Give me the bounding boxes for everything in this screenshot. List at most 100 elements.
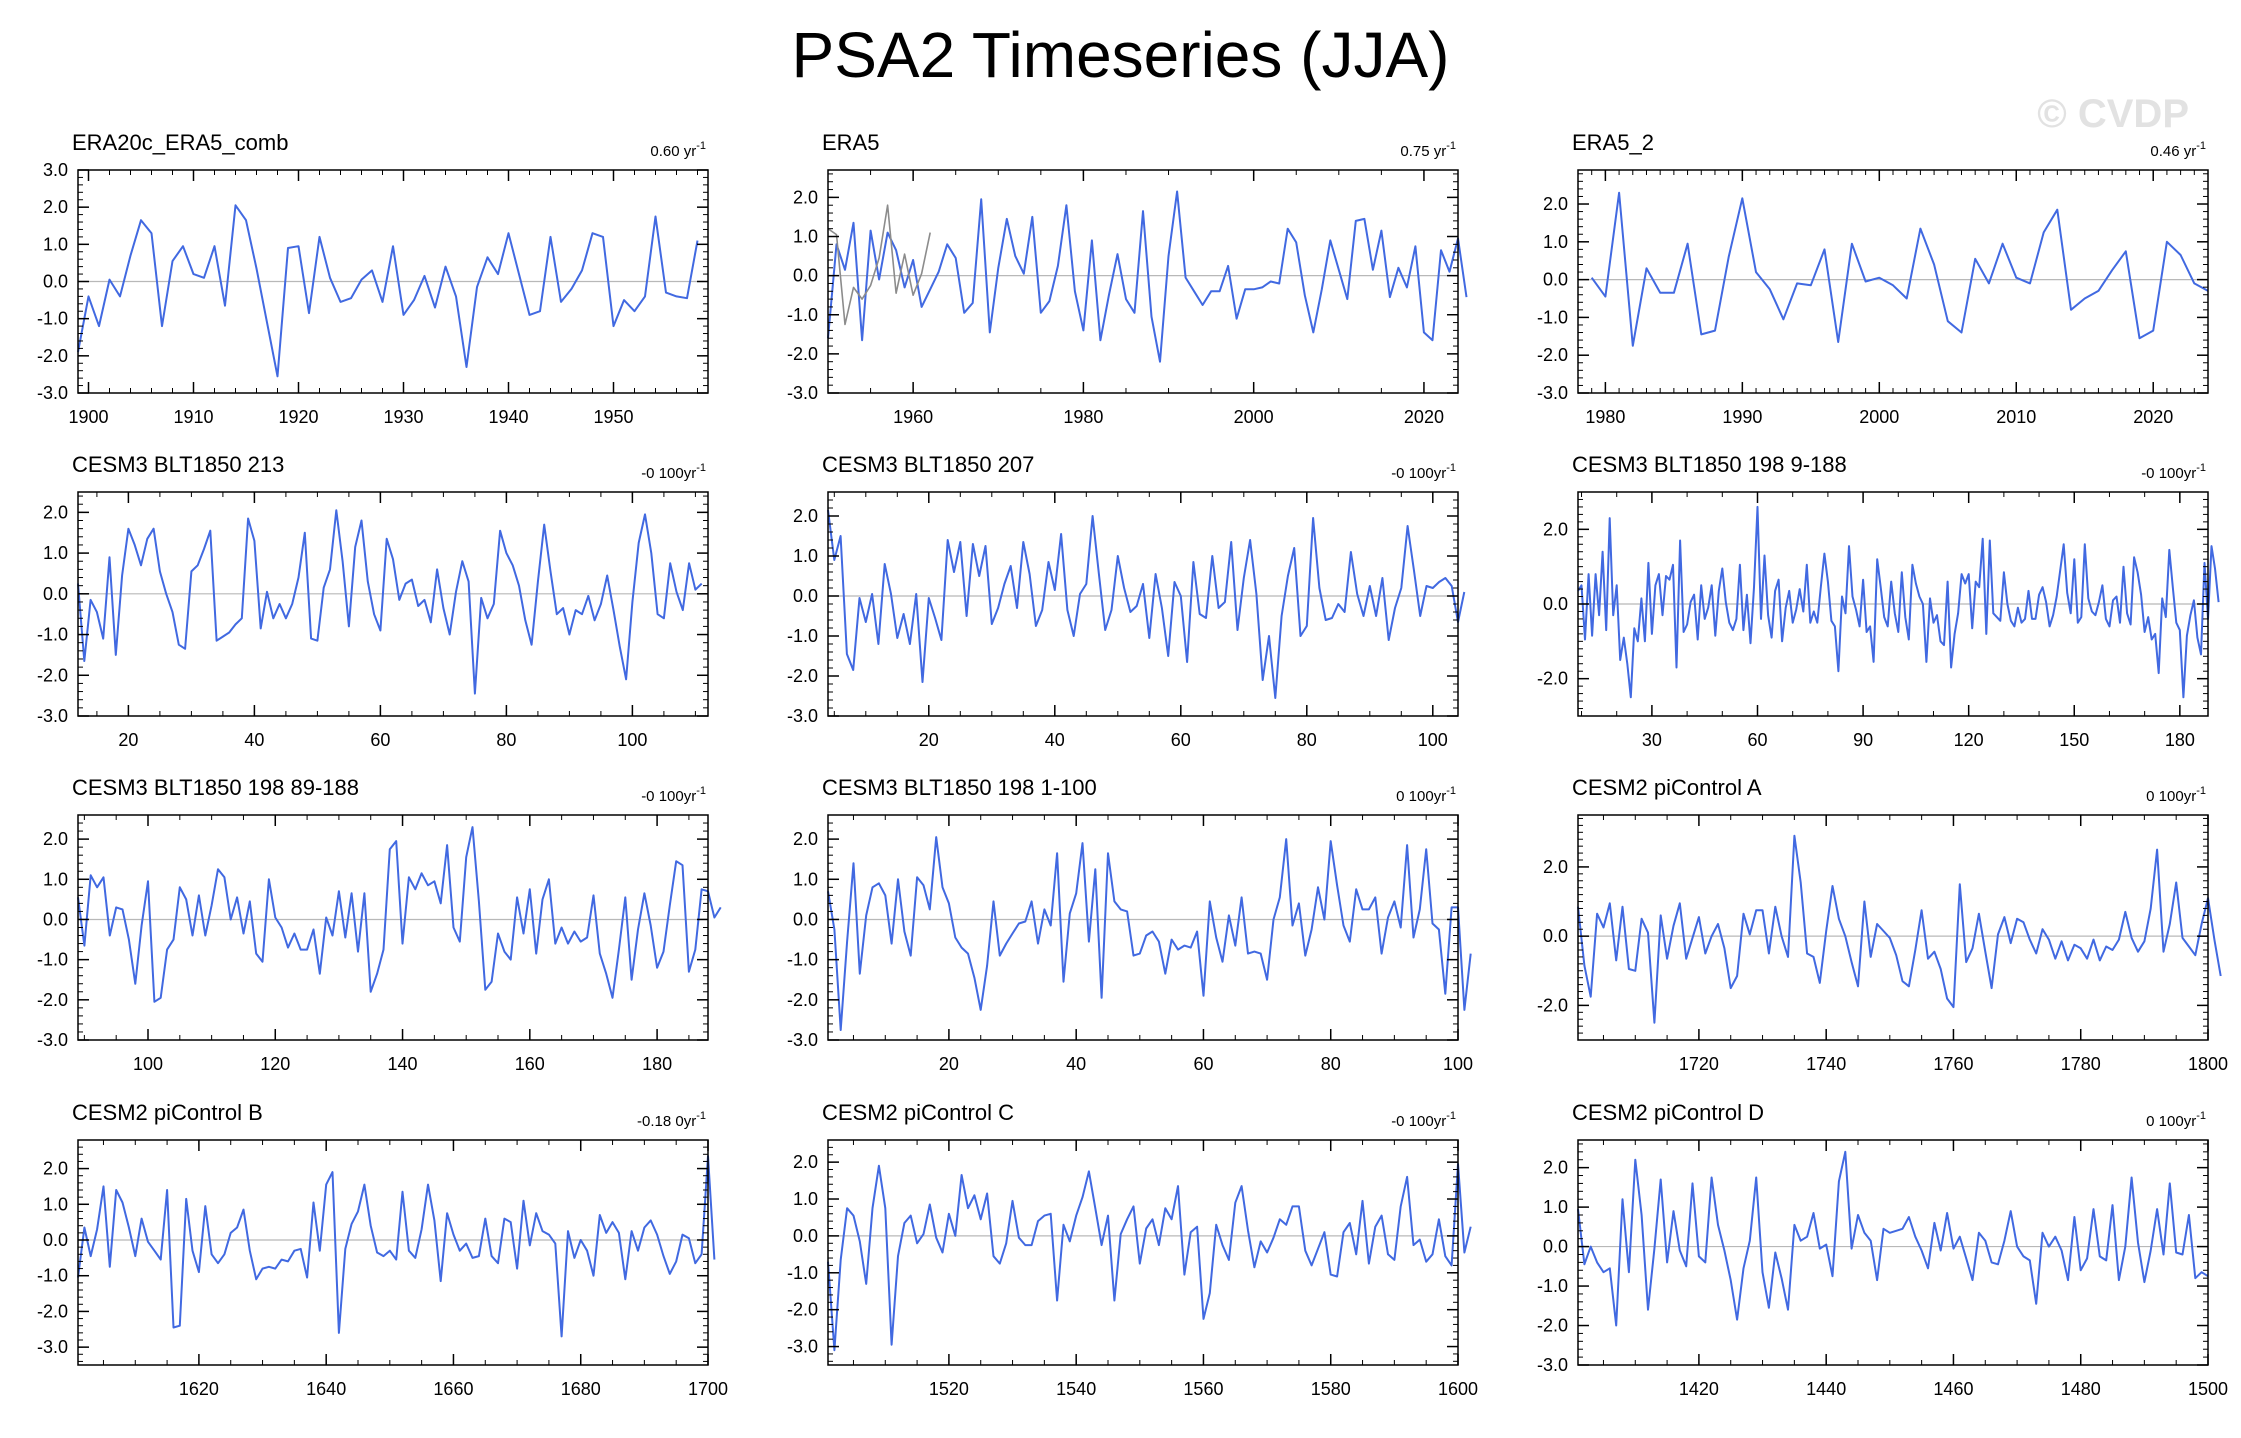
x-tick-label: 2000	[1859, 407, 1899, 427]
series-line	[1577, 1150, 2209, 1327]
x-tick-label: 90	[1853, 730, 1873, 750]
panel-title: CESM2 piControl A	[1572, 775, 1762, 800]
x-tick-label: 40	[244, 730, 264, 750]
x-tick-label: 1620	[179, 1379, 219, 1399]
trend-label: 0 100yr-1	[2146, 1110, 2206, 1130]
panel-6: CESM3 BLT1850 198 9-188 -0 100yr-1 30 60 90 1…	[1537, 452, 2220, 750]
x-tick-label: 1680	[561, 1379, 601, 1399]
panel-3: ERA5_2 0.46 yr-1 1980 1990 2000 2010 2020 -3.0 -…	[1537, 130, 2209, 427]
y-tick-label: -3.0	[37, 383, 68, 403]
plot-frame	[77, 491, 709, 717]
panel-title: CESM3 BLT1850 198 1-100	[822, 775, 1097, 800]
y-tick-label: -3.0	[1537, 1355, 1568, 1375]
x-tick-label: 1700	[688, 1379, 728, 1399]
y-tick-label: 1.0	[43, 869, 68, 889]
series-line	[77, 509, 703, 695]
panel-1: ERA20c_ERA5_comb 0.60 yr-1 1900 1910 1920 193…	[37, 130, 709, 427]
plot-frame	[1577, 169, 2209, 394]
x-tick-label: 1910	[173, 407, 213, 427]
x-tick-label: 20	[939, 1054, 959, 1074]
x-tick-label: 180	[642, 1054, 672, 1074]
plot-frame	[1577, 814, 2209, 1041]
y-tick-label: 2.0	[1543, 1158, 1568, 1178]
y-tick-label: -3.0	[787, 1030, 818, 1050]
series-line	[827, 204, 931, 326]
trend-label: -0 100yr-1	[641, 785, 706, 805]
series-line	[1577, 505, 2220, 699]
panel-title: ERA20c_ERA5_comb	[72, 130, 288, 155]
y-tick-label: 2.0	[1543, 857, 1568, 877]
y-tick-label: 0.0	[793, 586, 818, 606]
x-tick-label: 60	[370, 730, 390, 750]
y-tick-label: -2.0	[1537, 669, 1568, 689]
y-tick-label: -2.0	[1537, 1316, 1568, 1336]
x-tick-label: 120	[260, 1054, 290, 1074]
panel-11: CESM2 piControl C -0 100yr-1 1520 1540 1560 1…	[787, 1100, 1478, 1399]
x-tick-label: 40	[1066, 1054, 1086, 1074]
y-tick-label: -2.0	[37, 1301, 68, 1321]
panel-9: CESM2 piControl A 0 100yr-1 1720 1740 1760 17…	[1537, 775, 2228, 1074]
y-tick-label: 2.0	[43, 1159, 68, 1179]
plot-frame	[77, 1139, 709, 1366]
panel-title: CESM3 BLT1850 198 89-188	[72, 775, 359, 800]
x-tick-label: 20	[118, 730, 138, 750]
y-tick-label: -1.0	[787, 626, 818, 646]
y-tick-label: 2.0	[43, 829, 68, 849]
panel-10: CESM2 piControl B -0.18 0yr-1 1620 1640 1660…	[37, 1100, 728, 1399]
y-tick-label: -2.0	[787, 990, 818, 1010]
panel-title: CESM2 piControl D	[1572, 1100, 1764, 1125]
y-tick-label: 2.0	[793, 506, 818, 526]
x-tick-label: 1460	[1933, 1379, 1973, 1399]
x-tick-label: 1930	[383, 407, 423, 427]
plot-frame	[1577, 1139, 2209, 1366]
y-tick-label: -3.0	[37, 1337, 68, 1357]
y-tick-label: -2.0	[1537, 995, 1568, 1015]
trend-label: -0 100yr-1	[1391, 462, 1456, 482]
x-tick-label: 30	[1642, 730, 1662, 750]
y-tick-label: 1.0	[43, 1194, 68, 1214]
y-tick-label: -2.0	[37, 665, 68, 685]
y-tick-label: 0.0	[1543, 926, 1568, 946]
y-tick-label: -2.0	[37, 346, 68, 366]
y-tick-label: 0.0	[793, 1226, 818, 1246]
x-tick-label: 60	[1171, 730, 1191, 750]
x-tick-label: 1800	[2188, 1054, 2228, 1074]
page-title: PSA2 Timeseries (JJA)	[791, 19, 1450, 91]
panel-4: CESM3 BLT1850 213 -0 100yr-1 20 40 60 80 100 -3…	[37, 452, 709, 750]
trend-label: -0 100yr-1	[2141, 462, 2206, 482]
x-tick-label: 1900	[68, 407, 108, 427]
y-tick-label: -1.0	[37, 625, 68, 645]
series-line	[77, 1155, 716, 1338]
trend-label: 0 100yr-1	[2146, 785, 2206, 805]
x-tick-label: 1540	[1056, 1379, 1096, 1399]
panel-title: ERA5_2	[1572, 130, 1654, 155]
y-tick-label: -1.0	[787, 950, 818, 970]
trend-label: 0.60 yr-1	[650, 140, 706, 160]
panel-title: CESM3 BLT1850 207	[822, 452, 1034, 477]
x-tick-label: 160	[515, 1054, 545, 1074]
x-tick-label: 1440	[1806, 1379, 1846, 1399]
y-tick-label: -2.0	[787, 344, 818, 364]
series-line	[1577, 834, 2222, 1024]
y-tick-label: 3.0	[43, 160, 68, 180]
x-tick-label: 180	[2165, 730, 2195, 750]
x-tick-label: 60	[1747, 730, 1767, 750]
x-tick-label: 1520	[929, 1379, 969, 1399]
trend-label: -0.18 0yr-1	[637, 1110, 706, 1130]
y-tick-label: -2.0	[1537, 345, 1568, 365]
x-tick-label: 1980	[1585, 407, 1625, 427]
x-tick-label: 80	[496, 730, 516, 750]
plot-frame	[827, 169, 1459, 394]
x-tick-label: 1720	[1679, 1054, 1719, 1074]
plot-frame	[827, 1139, 1459, 1366]
y-tick-label: 0.0	[793, 266, 818, 286]
y-tick-label: 1.0	[43, 543, 68, 563]
panel-title: CESM2 piControl B	[72, 1100, 263, 1125]
y-tick-label: -1.0	[1537, 1276, 1568, 1296]
x-tick-label: 100	[1443, 1054, 1473, 1074]
y-tick-label: 0.0	[1543, 594, 1568, 614]
x-tick-label: 1940	[488, 407, 528, 427]
y-tick-label: 1.0	[1543, 1197, 1568, 1217]
y-tick-label: -2.0	[787, 1300, 818, 1320]
